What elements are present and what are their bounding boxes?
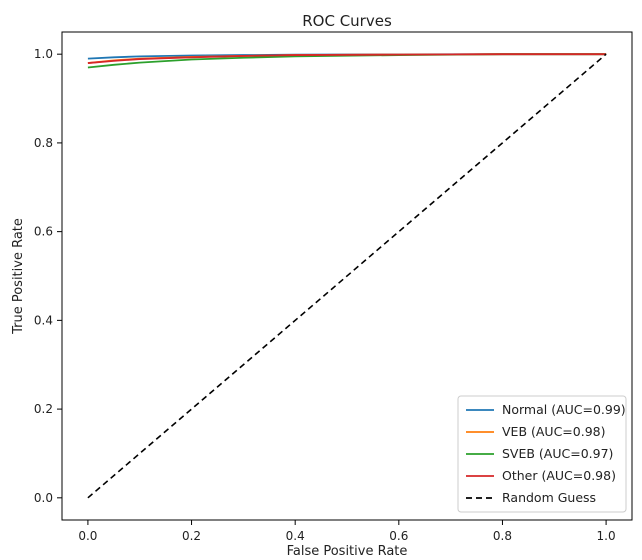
x-tick-label: 0.0 bbox=[78, 529, 97, 543]
legend-entry-label: Normal (AUC=0.99) bbox=[502, 402, 626, 417]
y-axis-label: True Positive Rate bbox=[11, 218, 26, 335]
legend-entry-label: SVEB (AUC=0.97) bbox=[502, 446, 613, 461]
y-tick-label: 0.2 bbox=[34, 402, 53, 416]
x-tick-label: 0.4 bbox=[286, 529, 305, 543]
y-tick-label: 1.0 bbox=[34, 47, 53, 61]
legend: Normal (AUC=0.99) VEB (AUC=0.98) SVEB (AUC… bbox=[458, 396, 626, 512]
y-tick-label: 0.4 bbox=[34, 313, 53, 327]
x-tick-label: 1.0 bbox=[597, 529, 616, 543]
legend-entry-label: Other (AUC=0.98) bbox=[502, 468, 616, 483]
y-tick-label: 0.8 bbox=[34, 136, 53, 150]
y-tick-label: 0.6 bbox=[34, 225, 53, 239]
x-tick-label: 0.6 bbox=[389, 529, 408, 543]
x-tick-label: 0.8 bbox=[493, 529, 512, 543]
legend-entry-label: Random Guess bbox=[502, 490, 596, 505]
y-tick-label: 0.0 bbox=[34, 491, 53, 505]
x-tick-label: 0.2 bbox=[182, 529, 201, 543]
x-axis-label: False Positive Rate bbox=[287, 544, 408, 559]
chart-title: ROC Curves bbox=[302, 12, 392, 30]
legend-entry-label: VEB (AUC=0.98) bbox=[502, 424, 606, 439]
